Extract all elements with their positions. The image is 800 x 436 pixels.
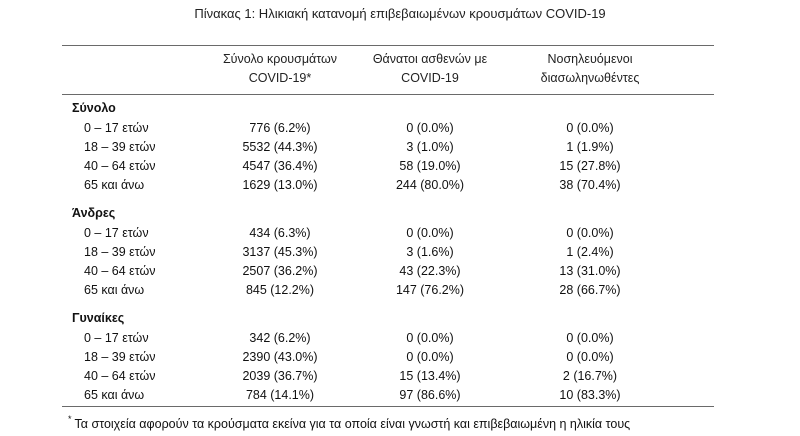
cases-cell: 2507 (36.2%) [242, 264, 318, 278]
age-group: 18 – 39 ετών [84, 350, 156, 364]
table-top-rule [62, 45, 714, 46]
column-header-line: διασωληνωθέντες [540, 71, 640, 85]
deaths-cell: 147 (76.2%) [395, 283, 465, 297]
deaths-cell: 97 (86.6%) [399, 388, 461, 402]
age-group: 65 και άνω [84, 388, 145, 402]
table-title: Πίνακας 1: Ηλικιακή κατανομή επιβεβαιωμέ… [194, 6, 606, 21]
table-row: 65 και άνω 1629 (13.0%) 244 (80.0%) 38 (… [0, 178, 800, 196]
header-rule [62, 94, 714, 95]
cases-cell: 776 (6.2%) [249, 121, 311, 135]
deaths-cell: 244 (80.0%) [395, 178, 465, 192]
cases-cell: 1629 (13.0%) [242, 178, 318, 192]
table-row: 65 και άνω 845 (12.2%) 147 (76.2%) 28 (6… [0, 283, 800, 301]
table-row: 65 και άνω 784 (14.1%) 97 (86.6%) 10 (83… [0, 388, 800, 406]
column-header-cases: Σύνολο κρουσμάτων COVID-19* [210, 50, 350, 88]
table-row: 0 – 17 ετών 342 (6.2%) 0 (0.0%) 0 (0.0%) [0, 331, 800, 349]
section-title-men: Άνδρες [72, 206, 116, 220]
intubated-cell: 13 (31.0%) [559, 264, 621, 278]
column-header-line: COVID-19 [401, 71, 459, 85]
cases-cell: 845 (12.2%) [245, 283, 315, 297]
deaths-cell: 0 (0.0%) [406, 331, 454, 345]
deaths-cell: 0 (0.0%) [406, 121, 454, 135]
intubated-cell: 38 (70.4%) [559, 178, 621, 192]
age-group: 40 – 64 ετών [84, 264, 156, 278]
section-title-total: Σύνολο [72, 101, 116, 115]
age-group: 40 – 64 ετών [84, 159, 156, 173]
intubated-cell: 0 (0.0%) [566, 331, 614, 345]
cases-cell: 2390 (43.0%) [242, 350, 318, 364]
table-row: 18 – 39 ετών 5532 (44.3%) 3 (1.0%) 1 (1.… [0, 140, 800, 158]
column-header-line: COVID-19* [248, 71, 312, 85]
deaths-cell: 15 (13.4%) [399, 369, 461, 383]
intubated-cell: 1 (2.4%) [566, 245, 614, 259]
cases-cell: 3137 (45.3%) [242, 245, 318, 259]
intubated-cell: 0 (0.0%) [566, 350, 614, 364]
intubated-cell: 10 (83.3%) [559, 388, 621, 402]
age-group: 0 – 17 ετών [84, 226, 149, 240]
cases-cell: 434 (6.3%) [249, 226, 311, 240]
deaths-cell: 3 (1.6%) [406, 245, 454, 259]
footnote: * Τα στοιχεία αφορούν τα κρούσματα εκείνα… [68, 414, 630, 431]
age-group: 18 – 39 ετών [84, 245, 156, 259]
intubated-cell: 15 (27.8%) [559, 159, 621, 173]
table-bottom-rule [62, 406, 714, 407]
table-row: 0 – 17 ετών 434 (6.3%) 0 (0.0%) 0 (0.0%) [0, 226, 800, 244]
table-row: 0 – 17 ετών 776 (6.2%) 0 (0.0%) 0 (0.0%) [0, 121, 800, 139]
age-group: 18 – 39 ετών [84, 140, 156, 154]
deaths-cell: 43 (22.3%) [399, 264, 461, 278]
cases-cell: 2039 (36.7%) [242, 369, 318, 383]
intubated-cell: 0 (0.0%) [566, 121, 614, 135]
intubated-cell: 28 (66.7%) [559, 283, 621, 297]
age-group: 40 – 64 ετών [84, 369, 156, 383]
intubated-cell: 0 (0.0%) [566, 226, 614, 240]
cases-cell: 784 (14.1%) [245, 388, 315, 402]
age-group: 0 – 17 ετών [84, 121, 149, 135]
column-header-deaths: Θάνατοι ασθενών με COVID-19 [360, 50, 500, 88]
cases-cell: 342 (6.2%) [249, 331, 311, 345]
cases-cell: 4547 (36.4%) [242, 159, 318, 173]
table-row: 18 – 39 ετών 3137 (45.3%) 3 (1.6%) 1 (2.… [0, 245, 800, 263]
table-row: 40 – 64 ετών 2039 (36.7%) 15 (13.4%) 2 (… [0, 369, 800, 387]
intubated-cell: 2 (16.7%) [562, 369, 618, 383]
table-row: 18 – 39 ετών 2390 (43.0%) 0 (0.0%) 0 (0.… [0, 350, 800, 368]
cases-cell: 5532 (44.3%) [242, 140, 318, 154]
age-group: 65 και άνω [84, 178, 145, 192]
section-title-women: Γυναίκες [72, 311, 125, 325]
deaths-cell: 58 (19.0%) [399, 159, 461, 173]
column-header-line: Νοσηλευόμενοι [547, 52, 633, 66]
deaths-cell: 0 (0.0%) [406, 350, 454, 364]
deaths-cell: 3 (1.0%) [406, 140, 454, 154]
deaths-cell: 0 (0.0%) [406, 226, 454, 240]
table-row: 40 – 64 ετών 4547 (36.4%) 58 (19.0%) 15 … [0, 159, 800, 177]
table-row: 40 – 64 ετών 2507 (36.2%) 43 (22.3%) 13 … [0, 264, 800, 282]
footnote-text: Τα στοιχεία αφορούν τα κρούσματα εκείνα … [74, 417, 631, 431]
column-header-line: Θάνατοι ασθενών με [372, 52, 488, 66]
intubated-cell: 1 (1.9%) [566, 140, 614, 154]
age-group: 0 – 17 ετών [84, 331, 149, 345]
column-header-intubated: Νοσηλευόμενοι διασωληνωθέντες [515, 50, 665, 88]
footnote-marker: * [68, 414, 72, 424]
column-header-line: Σύνολο κρουσμάτων [222, 52, 338, 66]
age-group: 65 και άνω [84, 283, 145, 297]
